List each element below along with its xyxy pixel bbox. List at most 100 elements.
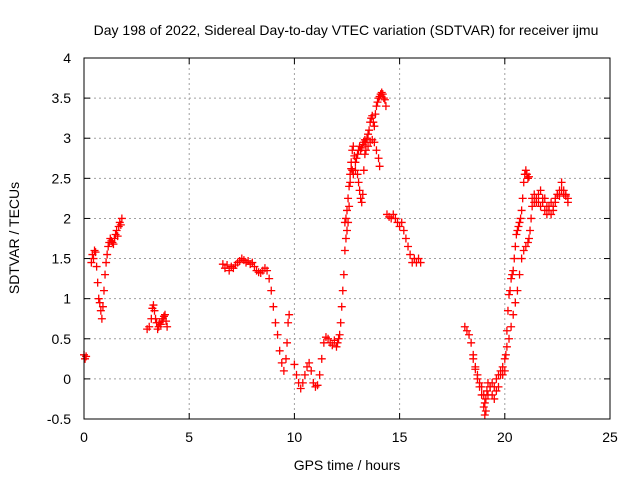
data-point: [404, 242, 413, 251]
data-point: [339, 270, 348, 279]
data-point: [365, 126, 374, 135]
data-point: [92, 262, 101, 271]
data-point: [345, 202, 354, 211]
data-point: [332, 342, 341, 351]
data-point: [292, 370, 301, 379]
data-point: [391, 214, 400, 223]
data-point: [528, 194, 537, 203]
data-point: [501, 350, 510, 359]
data-point: [511, 298, 520, 307]
data-point: [91, 248, 100, 257]
data-point: [511, 242, 520, 251]
data-point: [561, 191, 570, 200]
data-point: [96, 306, 105, 315]
data-point: [285, 310, 294, 319]
data-point: [379, 94, 388, 103]
data-point: [273, 330, 282, 339]
x-tick-label: 20: [497, 429, 513, 445]
y-tick-label: -0.5: [47, 411, 71, 427]
data-point: [481, 394, 490, 403]
data-point: [344, 194, 353, 203]
data-point: [483, 390, 492, 399]
data-point: [98, 302, 107, 311]
data-point: [500, 366, 509, 375]
data-point: [526, 226, 535, 235]
data-point: [380, 95, 389, 104]
data-point: [355, 186, 364, 195]
data-point: [505, 334, 514, 343]
chart-title: Day 198 of 2022, Sidereal Day-to-day VTE…: [94, 22, 599, 38]
data-point: [471, 365, 480, 374]
data-point: [277, 358, 286, 367]
data-point: [315, 370, 324, 379]
data-point: [507, 274, 516, 283]
data-point: [401, 234, 410, 243]
data-point: [503, 306, 512, 315]
data-point: [534, 190, 543, 199]
data-point: [518, 194, 527, 203]
data-point: [540, 206, 549, 215]
y-tick-label: 1.5: [52, 251, 72, 267]
data-point: [416, 258, 425, 267]
data-point: [527, 214, 536, 223]
data-point: [406, 250, 415, 259]
data-point: [542, 210, 551, 219]
data-point: [374, 154, 383, 163]
data-point: [149, 301, 158, 310]
data-point: [90, 246, 99, 255]
data-point: [352, 154, 361, 163]
data-point: [519, 178, 528, 187]
data-point: [521, 166, 530, 175]
data-point: [513, 286, 522, 295]
data-point: [399, 226, 408, 235]
data-point: [101, 270, 110, 279]
data-point: [524, 172, 533, 181]
data-point: [512, 230, 521, 239]
x-axis-ticks: 0 5 10 15 20 25: [80, 58, 618, 445]
data-point: [517, 206, 526, 215]
data-point: [150, 306, 159, 315]
data-point: [358, 190, 367, 199]
data-point: [510, 254, 519, 263]
data-point: [508, 270, 517, 279]
data-point: [145, 322, 154, 331]
data-point: [279, 366, 288, 375]
data-point: [538, 194, 547, 203]
data-point: [324, 334, 333, 343]
data-point: [356, 194, 365, 203]
data-point: [360, 150, 369, 159]
data-point: [377, 88, 386, 97]
data-point: [307, 366, 316, 375]
data-point: [341, 214, 350, 223]
data-point: [521, 242, 530, 251]
x-tick-label: 25: [602, 429, 618, 445]
data-point: [103, 250, 112, 259]
data-point: [473, 374, 482, 383]
data-point: [267, 286, 276, 295]
data-point: [116, 220, 125, 229]
data-point: [343, 206, 351, 215]
data-point: [563, 198, 572, 207]
data-point: [284, 318, 293, 327]
data-point: [341, 234, 350, 243]
data-point: [290, 360, 299, 369]
data-point: [465, 330, 474, 339]
x-axis-label: GPS time / hours: [294, 457, 401, 473]
data-point: [494, 382, 503, 391]
data-point: [328, 341, 337, 350]
data-point: [549, 202, 558, 211]
data-point: [488, 378, 497, 387]
data-point: [519, 246, 528, 255]
data-point: [93, 278, 102, 287]
data-point: [509, 310, 518, 319]
data-point: [469, 354, 478, 363]
data-point: [114, 222, 123, 231]
data-point: [345, 182, 354, 191]
data-point: [505, 290, 514, 299]
data-point: [248, 258, 257, 267]
data-point: [381, 102, 390, 111]
data-point: [351, 166, 360, 175]
data-point: [557, 178, 566, 187]
data-point: [498, 362, 507, 371]
data-point: [151, 314, 160, 323]
